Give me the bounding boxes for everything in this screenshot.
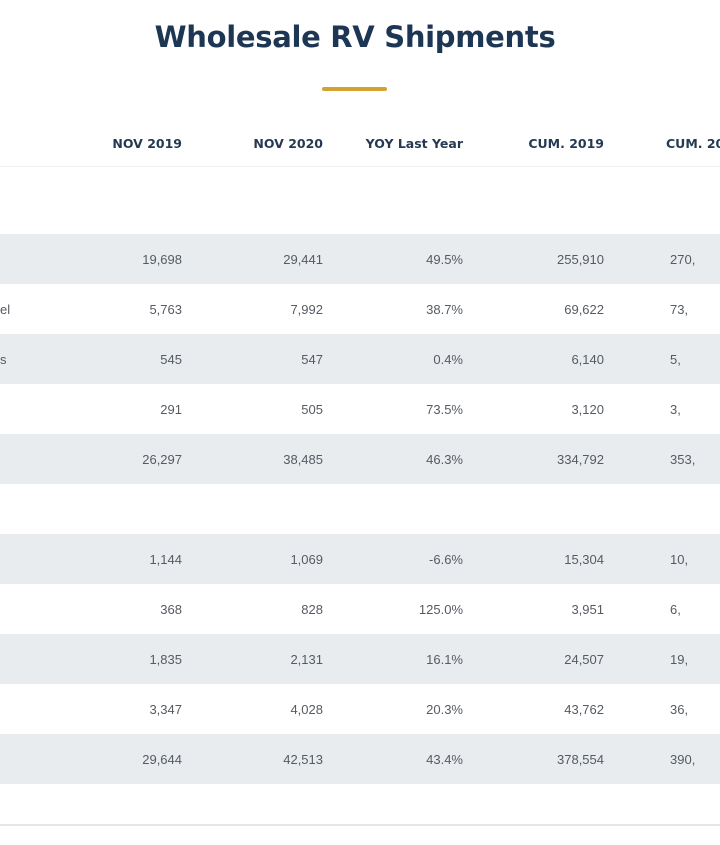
table-cell: 69,622 — [564, 301, 604, 317]
table-cell: 368 — [160, 601, 182, 617]
column-header-nov-2019: NOV 2019 — [42, 120, 182, 167]
table-cell: 353, — [604, 434, 720, 484]
table-cell: 3,347 — [149, 701, 182, 717]
table-row: 3,347 4,028 20.3% 43,762 36, — [0, 684, 720, 734]
column-header — [0, 120, 42, 167]
table-cell: 73, — [670, 301, 689, 317]
table-cell: 7,992 — [290, 301, 323, 317]
table-row: 1,835 2,131 16.1% 24,507 19, — [0, 634, 720, 684]
table-row: 368 828 125.0% 3,951 6, — [0, 584, 720, 634]
table-cell: 545 — [42, 334, 182, 384]
row-label: el — [0, 301, 11, 317]
table-cell: 42,513 — [182, 734, 323, 784]
table-cell: 270, — [604, 234, 720, 284]
table-cell: 1,835 — [42, 634, 182, 684]
table-cell: 3,120 — [571, 401, 604, 417]
row-label — [0, 734, 42, 784]
table-cell: 5,763 — [149, 301, 182, 317]
table-cell: 1,069 — [182, 534, 323, 584]
table-row: s 545 547 0.4% 6,140 5, — [0, 334, 720, 384]
column-header-cum-2019: CUM. 2019 — [463, 120, 604, 167]
table-cell: 19,698 — [42, 234, 182, 284]
table-cell: 3, — [670, 401, 681, 417]
table-cell: 73.5% — [426, 401, 463, 417]
row-label — [0, 684, 42, 734]
shipments-table: NOV 2019 NOV 2020 YOY Last Year CUM. 201… — [0, 120, 720, 784]
table-cell: 334,792 — [463, 434, 604, 484]
table-cell: 1,144 — [42, 534, 182, 584]
table-header-row: NOV 2019 NOV 2020 YOY Last Year CUM. 201… — [0, 120, 720, 167]
table-cell: 29,644 — [42, 734, 182, 784]
row-label — [0, 634, 42, 684]
column-header-cum-2020: CUM. 20 — [604, 120, 720, 167]
table-row: el 5,763 7,992 38.7% 69,622 73, — [0, 284, 720, 334]
table-row: 1,144 1,069 -6.6% 15,304 10, — [0, 534, 720, 584]
table-cell: 5, — [604, 334, 720, 384]
row-label: s — [0, 334, 42, 384]
table-cell: 2,131 — [182, 634, 323, 684]
table-cell: 46.3% — [323, 434, 463, 484]
table-cell: 15,304 — [463, 534, 604, 584]
section-header-row — [0, 167, 720, 235]
table-cell: 390, — [604, 734, 720, 784]
row-label — [0, 584, 42, 634]
row-label — [0, 384, 42, 434]
column-header-yoy: YOY Last Year — [323, 120, 463, 167]
table-cell: -6.6% — [323, 534, 463, 584]
table-cell: 255,910 — [463, 234, 604, 284]
table-row: 26,297 38,485 46.3% 334,792 353, — [0, 434, 720, 484]
table-cell: 6,140 — [463, 334, 604, 384]
table-cell: 20.3% — [426, 701, 463, 717]
table-cell: 43,762 — [564, 701, 604, 717]
table-cell: 125.0% — [418, 601, 463, 617]
table-cell: 547 — [182, 334, 323, 384]
table-cell: 19, — [604, 634, 720, 684]
row-label — [0, 434, 42, 484]
table-row: 291 505 73.5% 3,120 3, — [0, 384, 720, 434]
table-cell: 10, — [604, 534, 720, 584]
table-row: 29,644 42,513 43.4% 378,554 390, — [0, 734, 720, 784]
table-cell: 43.4% — [323, 734, 463, 784]
table-cell: 291 — [160, 401, 182, 417]
table-bottom-divider — [0, 824, 720, 826]
table-cell: 29,441 — [182, 234, 323, 284]
section-header-row — [0, 484, 720, 534]
row-label — [0, 534, 42, 584]
page-title: Wholesale RV Shipments — [154, 20, 556, 54]
table-cell: 38,485 — [182, 434, 323, 484]
table-cell: 6, — [670, 601, 681, 617]
table-cell: 4,028 — [290, 701, 323, 717]
table-cell: 24,507 — [463, 634, 604, 684]
column-header-nov-2020: NOV 2020 — [182, 120, 323, 167]
table-cell: 3,951 — [571, 601, 604, 617]
table-cell: 26,297 — [42, 434, 182, 484]
table-cell: 378,554 — [463, 734, 604, 784]
table-cell: 49.5% — [323, 234, 463, 284]
table-cell: 36, — [670, 701, 689, 717]
row-label — [0, 234, 42, 284]
table-cell: 505 — [301, 401, 323, 417]
title-underline — [322, 87, 387, 91]
table-row: 19,698 29,441 49.5% 255,910 270, — [0, 234, 720, 284]
table-cell: 828 — [301, 601, 323, 617]
table-cell: 16.1% — [323, 634, 463, 684]
table-cell: 38.7% — [426, 301, 463, 317]
table-cell: 0.4% — [323, 334, 463, 384]
